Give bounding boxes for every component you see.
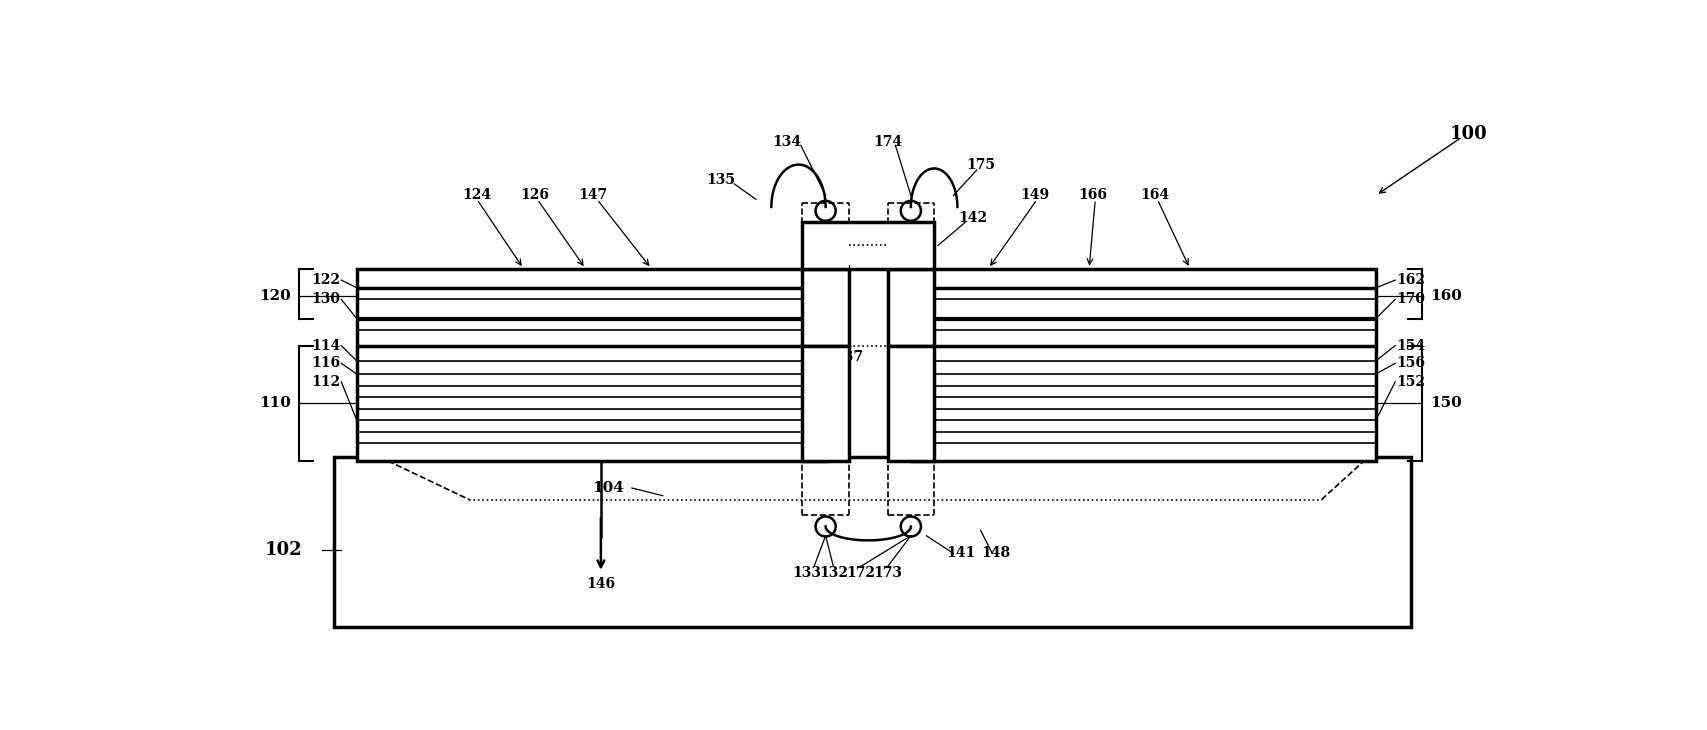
Text: 166: 166: [1079, 188, 1108, 202]
Text: 116: 116: [311, 356, 340, 370]
Text: 147: 147: [579, 188, 608, 202]
Text: 170: 170: [1396, 292, 1425, 307]
Text: 173: 173: [872, 566, 901, 580]
Text: 146: 146: [586, 577, 616, 591]
Text: 110: 110: [259, 396, 292, 410]
Text: 160: 160: [1430, 288, 1461, 302]
Text: 150: 150: [1430, 396, 1461, 410]
Bar: [802, 345, 848, 461]
Text: 148: 148: [982, 547, 1011, 561]
Text: 156: 156: [1396, 356, 1425, 370]
Text: 133: 133: [792, 566, 821, 580]
Bar: [802, 223, 934, 269]
Text: 154: 154: [1396, 339, 1425, 353]
Text: 149: 149: [1021, 188, 1050, 202]
Text: 130: 130: [311, 292, 340, 307]
Text: 124: 124: [463, 188, 492, 202]
Text: 142: 142: [958, 212, 987, 226]
Text: 122: 122: [311, 273, 340, 287]
Text: 120: 120: [259, 288, 292, 302]
Text: 132: 132: [819, 566, 848, 580]
Text: 102: 102: [265, 541, 302, 558]
Text: 135: 135: [707, 173, 736, 187]
Text: 175: 175: [966, 158, 995, 172]
Text: 152: 152: [1396, 374, 1425, 389]
Bar: [802, 269, 848, 345]
Text: 100: 100: [1449, 125, 1489, 143]
Bar: [888, 345, 934, 461]
Text: 126: 126: [521, 188, 550, 202]
Bar: [912, 269, 1376, 461]
Text: 114: 114: [311, 339, 340, 353]
Text: 174: 174: [872, 134, 903, 148]
Bar: [357, 269, 826, 461]
Text: 112: 112: [311, 374, 340, 389]
Text: 104: 104: [592, 481, 625, 495]
Text: 134: 134: [772, 134, 802, 148]
Text: 141: 141: [947, 547, 976, 561]
Text: 138: 138: [835, 258, 864, 272]
Text: 162: 162: [1396, 273, 1425, 287]
Text: 164: 164: [1140, 188, 1169, 202]
Bar: [888, 269, 934, 345]
Text: 137: 137: [835, 350, 864, 364]
Text: 172: 172: [847, 566, 876, 580]
Bar: [333, 457, 1410, 626]
